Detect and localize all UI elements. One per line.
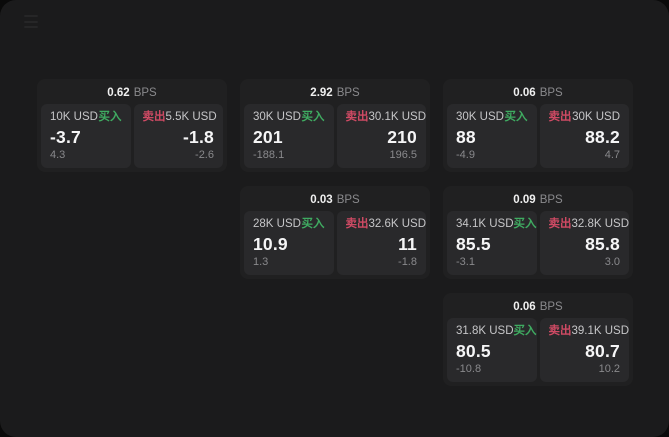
cards-grid: 0.62 BPS 10K USD 买入 -3.7 4.3 卖出 5.5K USD …	[37, 79, 633, 386]
bps-unit-label: BPS	[539, 87, 563, 99]
bps-value: 0.62	[107, 87, 130, 99]
sell-label: 卖出	[345, 218, 369, 230]
sell-panel[interactable]: 卖出 32.6K USD 11 -1.8	[336, 211, 427, 275]
buy-label: 买入	[504, 111, 528, 123]
sell-panel[interactable]: 卖出 5.5K USD -1.8 -2.6	[133, 104, 223, 168]
card-header: 0.03 BPS	[244, 190, 426, 211]
sell-panel[interactable]: 卖出 32.8K USD 85.8 3.0	[539, 211, 630, 275]
buy-amount: 10K USD	[50, 111, 98, 123]
quote-card[interactable]: 0.62 BPS 10K USD 买入 -3.7 4.3 卖出 5.5K USD …	[37, 79, 227, 172]
card-header: 0.06 BPS	[447, 297, 629, 318]
buy-sub-value: -188.1	[253, 149, 285, 161]
buy-label: 买入	[301, 218, 325, 230]
sell-amount: 32.6K USD	[368, 218, 427, 230]
sell-price: 88.2	[585, 127, 620, 147]
bps-unit-label: BPS	[539, 301, 563, 313]
sell-amount: 30K USD	[572, 111, 620, 123]
quote-card[interactable]: 2.92 BPS 30K USD 买入 201 -188.1 卖出 30.1K U…	[240, 79, 430, 172]
buy-price: -3.7	[50, 127, 81, 147]
buy-amount: 31.8K USD	[456, 325, 514, 337]
buy-amount: 30K USD	[253, 111, 301, 123]
sell-panel[interactable]: 卖出 39.1K USD 80.7 10.2	[539, 318, 630, 382]
buy-panel[interactable]: 28K USD 买入 10.9 1.3	[244, 211, 334, 275]
quote-card[interactable]: 0.06 BPS 31.8K USD 买入 80.5 -10.8 卖出 39.1K…	[443, 293, 633, 386]
buy-price: 85.5	[456, 234, 491, 254]
quote-card[interactable]: 0.03 BPS 28K USD 买入 10.9 1.3 卖出 32.6K USD…	[240, 186, 430, 279]
sell-sub-value: -2.6	[195, 149, 214, 161]
buy-label: 买入	[98, 111, 122, 123]
buy-price: 201	[253, 127, 283, 147]
card-header: 0.62 BPS	[41, 83, 223, 104]
sell-price: 85.8	[585, 234, 620, 254]
buy-amount: 34.1K USD	[456, 218, 514, 230]
buy-sub-value: -10.8	[456, 363, 482, 375]
buy-price: 10.9	[253, 234, 288, 254]
bps-unit-label: BPS	[539, 194, 563, 206]
sell-label: 卖出	[548, 325, 572, 337]
buy-sub-value: -4.9	[456, 149, 475, 161]
sell-label: 卖出	[548, 218, 572, 230]
bps-unit-label: BPS	[336, 87, 360, 99]
card-header: 0.06 BPS	[447, 83, 629, 104]
buy-sub-value: -3.1	[456, 256, 475, 268]
sell-label: 卖出	[142, 111, 166, 123]
quote-card[interactable]: 0.06 BPS 30K USD 买入 88 -4.9 卖出 30K USD 88…	[443, 79, 633, 172]
bps-value: 0.09	[513, 194, 536, 206]
buy-label: 买入	[301, 111, 325, 123]
sell-amount: 32.8K USD	[571, 218, 630, 230]
buy-price: 88	[456, 127, 476, 147]
sell-sub-value: 3.0	[604, 256, 620, 268]
buy-price: 80.5	[456, 341, 491, 361]
bps-value: 0.03	[310, 194, 333, 206]
buy-panel[interactable]: 10K USD 买入 -3.7 4.3	[41, 104, 131, 168]
sell-price: 210	[387, 127, 417, 147]
sell-price: 11	[398, 234, 417, 254]
buy-panel[interactable]: 30K USD 买入 88 -4.9	[447, 104, 537, 168]
sell-label: 卖出	[345, 111, 369, 123]
card-header: 2.92 BPS	[244, 83, 426, 104]
card-header: 0.09 BPS	[447, 190, 629, 211]
menu-icon[interactable]	[24, 15, 38, 28]
sell-sub-value: 10.2	[598, 363, 620, 375]
sell-amount: 30.1K USD	[368, 111, 427, 123]
sell-amount: 5.5K USD	[165, 111, 217, 123]
buy-panel[interactable]: 34.1K USD 买入 85.5 -3.1	[447, 211, 537, 275]
quote-card[interactable]: 0.09 BPS 34.1K USD 买入 85.5 -3.1 卖出 32.8K …	[443, 186, 633, 279]
buy-label: 买入	[513, 218, 537, 230]
buy-amount: 30K USD	[456, 111, 504, 123]
sell-panel[interactable]: 卖出 30K USD 88.2 4.7	[539, 104, 629, 168]
sell-sub-value: 4.7	[604, 149, 620, 161]
sell-price: -1.8	[183, 127, 214, 147]
buy-amount: 28K USD	[253, 218, 301, 230]
bps-value: 0.06	[513, 301, 536, 313]
bps-value: 0.06	[513, 87, 536, 99]
buy-sub-value: 1.3	[253, 256, 269, 268]
buy-panel[interactable]: 31.8K USD 买入 80.5 -10.8	[447, 318, 537, 382]
buy-panel[interactable]: 30K USD 买入 201 -188.1	[244, 104, 334, 168]
bps-value: 2.92	[310, 87, 333, 99]
buy-label: 买入	[513, 325, 537, 337]
sell-label: 卖出	[548, 111, 572, 123]
sell-sub-value: 196.5	[389, 149, 417, 161]
bps-unit-label: BPS	[133, 87, 157, 99]
sell-panel[interactable]: 卖出 30.1K USD 210 196.5	[336, 104, 427, 168]
buy-sub-value: 4.3	[50, 149, 66, 161]
bps-unit-label: BPS	[336, 194, 360, 206]
sell-sub-value: -1.8	[398, 256, 417, 268]
sell-price: 80.7	[585, 341, 620, 361]
sell-amount: 39.1K USD	[571, 325, 630, 337]
